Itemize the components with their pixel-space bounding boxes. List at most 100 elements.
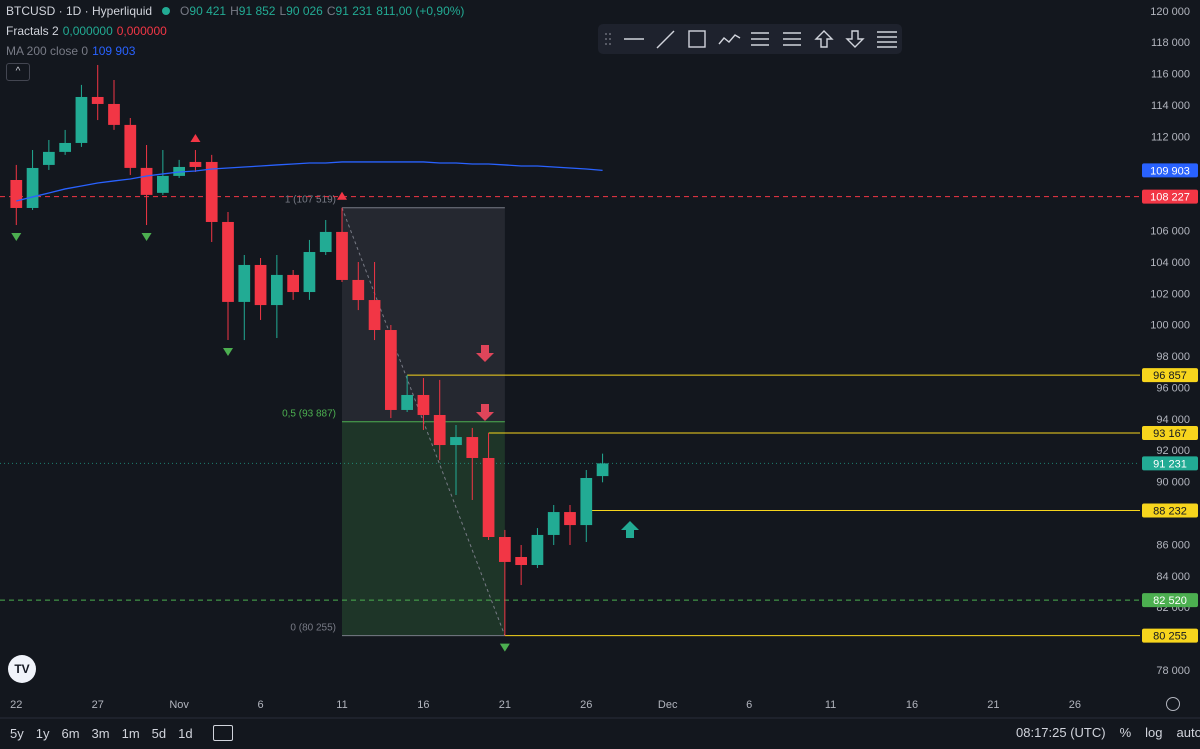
candle-body <box>368 300 381 331</box>
fractal-down <box>499 643 510 652</box>
y-tick-label: 94 000 <box>1156 414 1190 426</box>
candle-body <box>564 512 576 526</box>
y-tick-label: 118 000 <box>1151 37 1190 49</box>
timeframe-button[interactable]: 1m <box>121 725 140 741</box>
candle-body <box>450 437 462 446</box>
candle-body <box>270 274 283 306</box>
candle-body <box>515 557 528 566</box>
candle-body <box>26 167 39 208</box>
candle-body <box>124 124 137 168</box>
y-tick-label: 120 000 <box>1150 6 1190 18</box>
settings-button[interactable] <box>1166 697 1180 711</box>
scale-option[interactable]: log <box>1145 725 1163 740</box>
indicator-value: 0,000000 <box>62 24 113 38</box>
candle-body <box>433 414 446 446</box>
logo[interactable] <box>8 655 36 683</box>
candle-body <box>417 394 430 415</box>
candle-body <box>205 161 218 222</box>
drawing-toolbar <box>598 24 902 54</box>
indicator-ma[interactable]: MA 200 close 0 109 903 <box>6 44 135 58</box>
timeframe-button[interactable]: 1d <box>178 725 193 741</box>
y-tick-label: 114 000 <box>1151 100 1190 112</box>
candle-body <box>156 175 169 193</box>
logo-mark: TV <box>14 662 29 676</box>
x-tick-label: 16 <box>906 699 918 711</box>
fib-label: 1 (107 519) <box>285 194 336 205</box>
timeframe-button[interactable]: 1y <box>35 725 50 741</box>
y-tick-label: 116 000 <box>1151 69 1190 81</box>
tool-rect[interactable] <box>688 30 706 48</box>
tool-fib[interactable] <box>751 32 769 46</box>
candle-body <box>596 463 609 477</box>
fractal-down <box>141 233 152 242</box>
ohlc-key: O <box>180 4 190 18</box>
tool-more[interactable] <box>877 31 897 48</box>
indicator-name: MA 200 close 0 <box>6 44 89 58</box>
x-tick-label: 26 <box>580 699 592 711</box>
candle-body <box>384 330 397 410</box>
candle-body <box>466 437 479 458</box>
ma-tag: 109 903 <box>1150 165 1190 177</box>
tool-long[interactable] <box>814 30 834 48</box>
level-tag-bg <box>1142 189 1198 204</box>
candle-body <box>75 96 88 143</box>
scale-option[interactable]: auto <box>1176 725 1200 740</box>
candle-body <box>10 179 23 208</box>
fractal-down <box>11 233 22 242</box>
collapse-button[interactable]: ^ <box>6 63 30 81</box>
y-tick-label: 78 000 <box>1156 665 1190 677</box>
timeframes: 5y 1y 6m 3m 1m 5d 1d <box>8 725 233 741</box>
clock: 08:17:25 (UTC) <box>1016 725 1106 740</box>
tool-ray[interactable] <box>656 30 675 49</box>
y-tick-label: 96 000 <box>1156 382 1190 394</box>
fractal-down <box>223 348 233 357</box>
x-tick-label: Nov <box>169 699 189 711</box>
candle-body <box>238 264 251 302</box>
candle-body <box>547 512 560 535</box>
candle-body <box>336 231 348 280</box>
date-range-button[interactable] <box>212 725 233 741</box>
fractal-up <box>337 191 347 200</box>
candle-body <box>140 167 153 195</box>
ohlc-value: 90 026 <box>286 4 323 18</box>
fib-zone-lower <box>342 421 505 636</box>
candle-body <box>319 231 332 253</box>
ohlc-key: H <box>230 4 239 18</box>
signal-arrows <box>476 345 639 538</box>
tool-short[interactable] <box>845 30 865 48</box>
candle-body <box>59 142 72 152</box>
timeframe-button[interactable]: 3m <box>91 725 110 741</box>
x-tick-label: 11 <box>825 699 836 711</box>
candle-body <box>580 477 593 526</box>
status-dot <box>162 7 171 15</box>
timeframe-button[interactable]: 5d <box>151 725 167 741</box>
candle-body <box>531 534 544 566</box>
x-tick-label: Dec <box>658 699 678 711</box>
timeframe-button[interactable]: 6m <box>61 725 80 741</box>
x-tick-label: 22 <box>10 699 22 711</box>
candle-body <box>352 279 365 301</box>
y-tick-label: 92 000 <box>1156 445 1190 457</box>
x-tick-label: 11 <box>336 699 347 711</box>
candle-body <box>91 96 104 104</box>
candle-body <box>401 394 414 410</box>
header: BTCUSD · 1D · Hyperliquid O 90 421 H 91 85… <box>6 4 464 18</box>
tool-levels[interactable] <box>783 32 801 46</box>
level-tag-bg <box>1142 628 1198 643</box>
indicator-fractals[interactable]: Fractals 2 0,000000 0,000000 <box>6 24 167 38</box>
status-bar: 08:17:25 (UTC) % log auto <box>1016 725 1200 740</box>
candle-body <box>42 151 55 165</box>
y-tick-label: 104 000 <box>1150 257 1190 269</box>
level-tag-bg <box>1142 503 1198 518</box>
x-tick-label: 16 <box>417 699 429 711</box>
candle-body <box>482 457 495 537</box>
change: 811,00 (+0,90%) <box>376 4 465 18</box>
indicator-name: Fractals 2 <box>6 24 59 38</box>
x-tick-label: 27 <box>92 699 104 711</box>
timeframe-button[interactable]: 5y <box>10 725 24 741</box>
symbol[interactable]: BTCUSD · 1D · Hyperliquid <box>6 4 153 18</box>
level-tag: 88 232 <box>1153 505 1187 517</box>
scale-option[interactable]: % <box>1119 725 1132 740</box>
tool-path[interactable] <box>718 34 741 45</box>
